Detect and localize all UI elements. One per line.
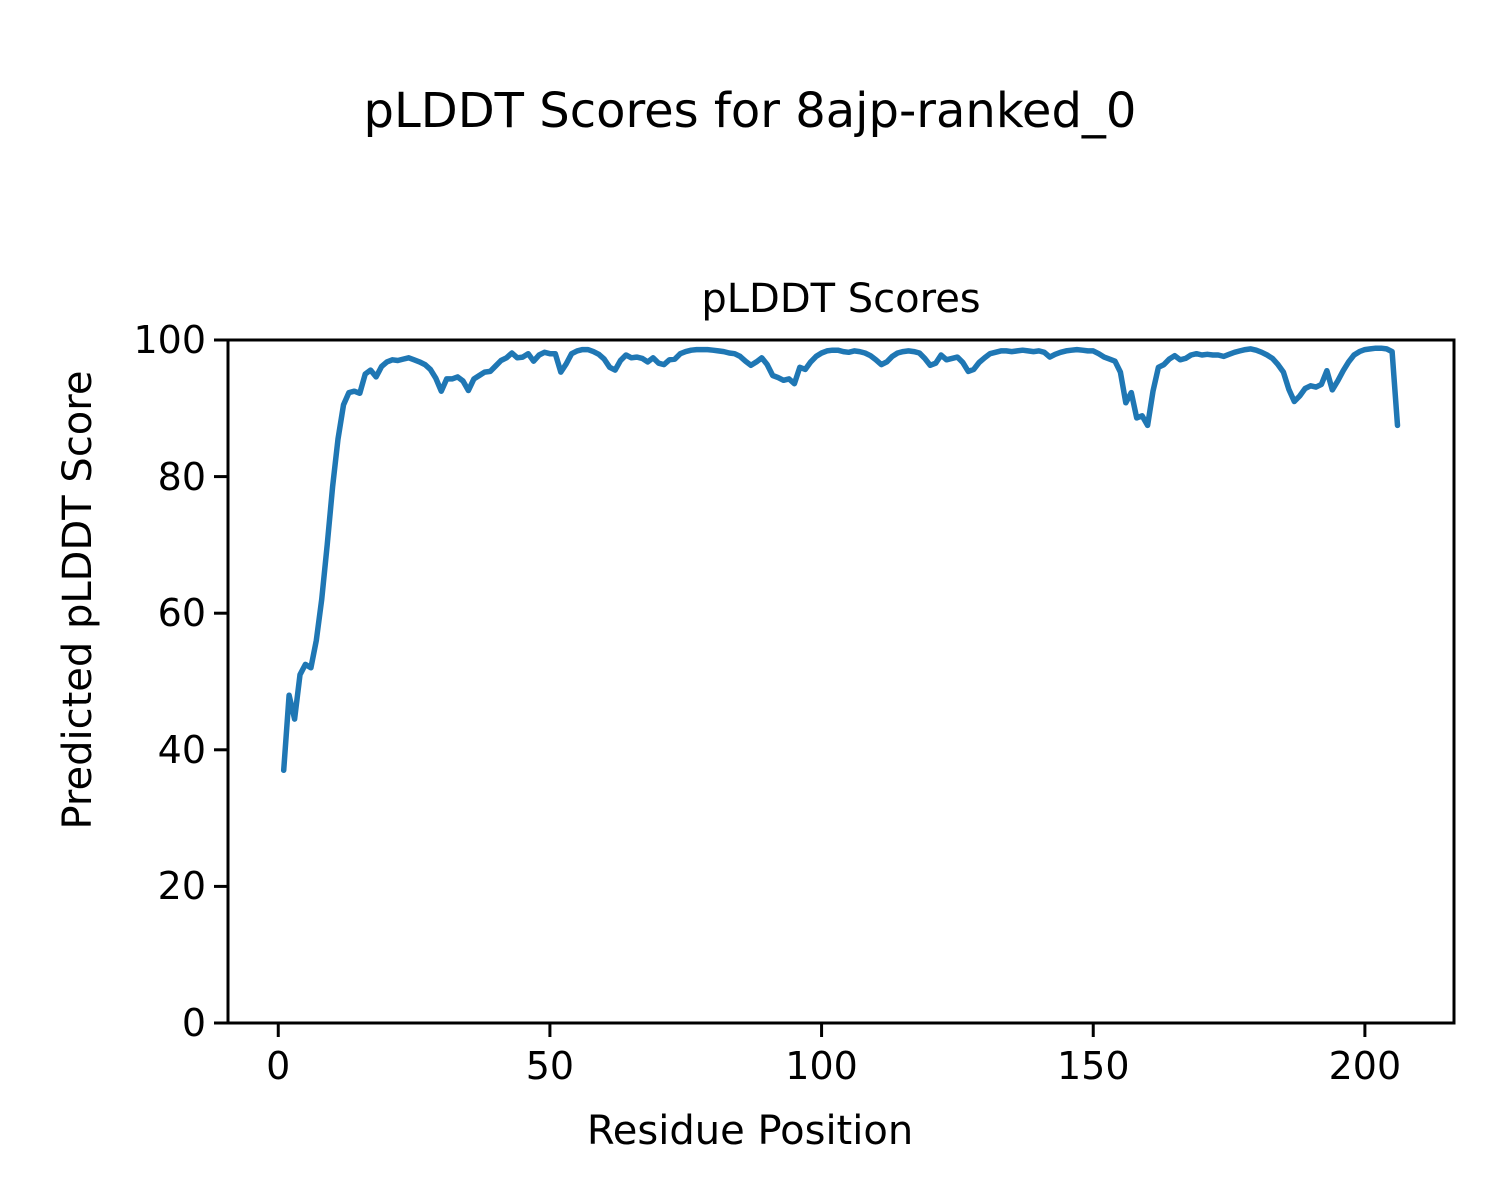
y-tick-label: 0 <box>181 1001 206 1045</box>
axes-frame <box>226 338 1456 1025</box>
x-tick-label: 200 <box>1328 1044 1402 1088</box>
x-ticks <box>276 1023 1367 1037</box>
y-tick-label: 40 <box>157 727 206 772</box>
x-tick-label: 100 <box>785 1044 858 1088</box>
figure-title: pLDDT Scores for 8ajp-ranked_0 <box>363 83 1137 139</box>
y-tick-label: 80 <box>157 454 206 499</box>
x-tick-label: 150 <box>1056 1044 1130 1088</box>
y-ticks <box>214 338 228 1025</box>
axes-title: pLDDT Scores <box>701 276 981 322</box>
x-tick-label: 0 <box>266 1044 291 1088</box>
y-tick-label: 20 <box>157 864 206 909</box>
x-tick-label: 50 <box>525 1044 575 1088</box>
y-tick-label: 100 <box>133 318 206 362</box>
x-axis-label: Residue Position <box>586 1108 914 1154</box>
y-tick-label: 60 <box>157 591 206 636</box>
plddt-line <box>280 345 1401 774</box>
